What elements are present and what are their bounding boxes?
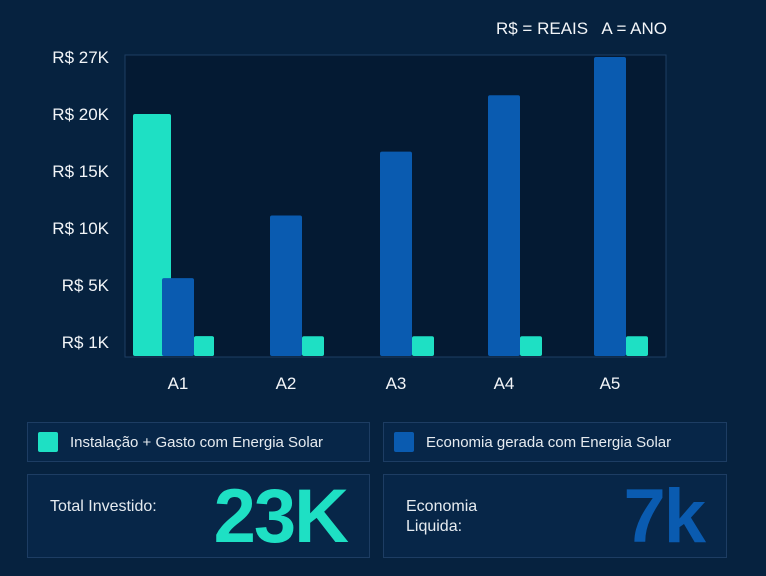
legend-label-savings: Economia gerada com Energia Solar <box>426 433 672 451</box>
legend-swatch-savings <box>394 432 414 452</box>
y-tick-label: R$ 5K <box>62 276 110 295</box>
x-axis: A1 A2 A3 A4 A5 <box>168 374 621 393</box>
x-tick-label: A4 <box>494 374 515 393</box>
y-axis: R$ 27K R$ 20K R$ 15K R$ 10K R$ 5K R$ 1K <box>52 48 109 352</box>
bar-investment <box>626 336 648 356</box>
total-invested-value: 23K <box>213 474 349 559</box>
bar-savings <box>380 151 412 356</box>
bar-savings <box>270 215 302 356</box>
y-tick-label: R$ 27K <box>52 48 109 67</box>
bar-savings <box>488 95 520 357</box>
x-tick-label: A2 <box>276 374 297 393</box>
legend-swatch-investment <box>38 432 58 452</box>
bar-investment <box>133 114 171 356</box>
bars <box>133 57 648 357</box>
total-invested-label: Total Investido: <box>50 498 157 515</box>
bar-savings <box>594 57 626 356</box>
net-savings-label: Economia Liquida: <box>406 498 478 535</box>
legend-label-investment: Instalação + Gasto com Energia Solar <box>70 433 324 451</box>
legend-item-savings: Economia gerada com Energia Solar <box>383 422 727 462</box>
y-tick-label: R$ 1K <box>62 333 110 352</box>
bar-investment <box>520 336 542 356</box>
y-tick-label: R$ 15K <box>52 162 109 181</box>
x-tick-label: A1 <box>168 374 189 393</box>
x-tick-label: A5 <box>600 374 621 393</box>
bar-investment <box>412 336 434 356</box>
bar-investment <box>302 336 324 356</box>
bar-savings <box>162 278 194 356</box>
chart-note: R$ = REAIS A = ANO <box>496 19 667 38</box>
bar-investment-marker <box>194 336 214 356</box>
y-tick-label: R$ 10K <box>52 219 109 238</box>
legend-item-investment: Instalação + Gasto com Energia Solar <box>27 422 370 462</box>
net-savings-value: 7k <box>623 474 706 559</box>
net-savings-card: Economia Liquida: 7k <box>383 474 727 559</box>
y-tick-label: R$ 20K <box>52 105 109 124</box>
total-invested-card: Total Investido: 23K <box>27 474 370 559</box>
x-tick-label: A3 <box>386 374 407 393</box>
